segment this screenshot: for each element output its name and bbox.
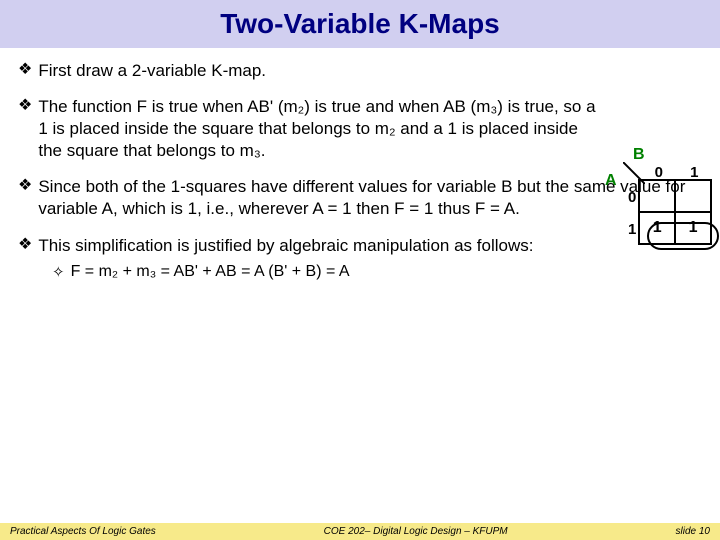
diamond-open-icon: ✧ [52,263,65,281]
kmap-grid: 0 1 0 1 1 1 [625,164,712,245]
bullet-2: ❖ The function F is true when AB' (m₂) i… [18,96,702,162]
bullet-4-text: This simplification is justified by alge… [38,235,702,257]
kmap-cell-01 [674,179,712,213]
kmap-cell-10: 1 [638,211,676,245]
footer-center: COE 202– Digital Logic Design – KFUPM [324,526,508,537]
diamond-icon: ❖ [18,96,32,117]
sub-bullet-1: ✧ F = m₂ + m₃ = AB' + AB = A (B' + B) = … [52,263,702,281]
title-bar: Two-Variable K-Maps [0,0,720,48]
kmap-diagram: B A 0 1 0 1 1 1 [607,148,712,245]
footer-right: slide 10 [676,526,710,537]
footer-bar: Practical Aspects Of Logic Gates COE 202… [0,523,720,540]
diamond-icon: ❖ [18,235,32,256]
footer-left: Practical Aspects Of Logic Gates [10,526,156,537]
kmap-label-b: B [633,146,645,164]
bullet-4: ❖ This simplification is justified by al… [18,235,702,257]
bullet-3-text: Since both of the 1-squares have differe… [38,176,702,220]
bullet-2-text: The function F is true when AB' (m₂) is … [38,96,598,162]
page-title: Two-Variable K-Maps [220,8,500,39]
bullet-1: ❖ First draw a 2-variable K-map. [18,60,702,82]
kmap-cell-11: 1 [674,211,712,245]
kmap-cell-00 [638,179,676,213]
bullet-1-text: First draw a 2-variable K-map. [38,60,702,82]
kmap-label-a: A [605,172,617,190]
diamond-icon: ❖ [18,176,32,197]
diamond-icon: ❖ [18,60,32,81]
sub-bullet-1-text: F = m₂ + m₃ = AB' + AB = A (B' + B) = A [71,263,350,281]
bullet-3: ❖ Since both of the 1-squares have diffe… [18,176,702,220]
